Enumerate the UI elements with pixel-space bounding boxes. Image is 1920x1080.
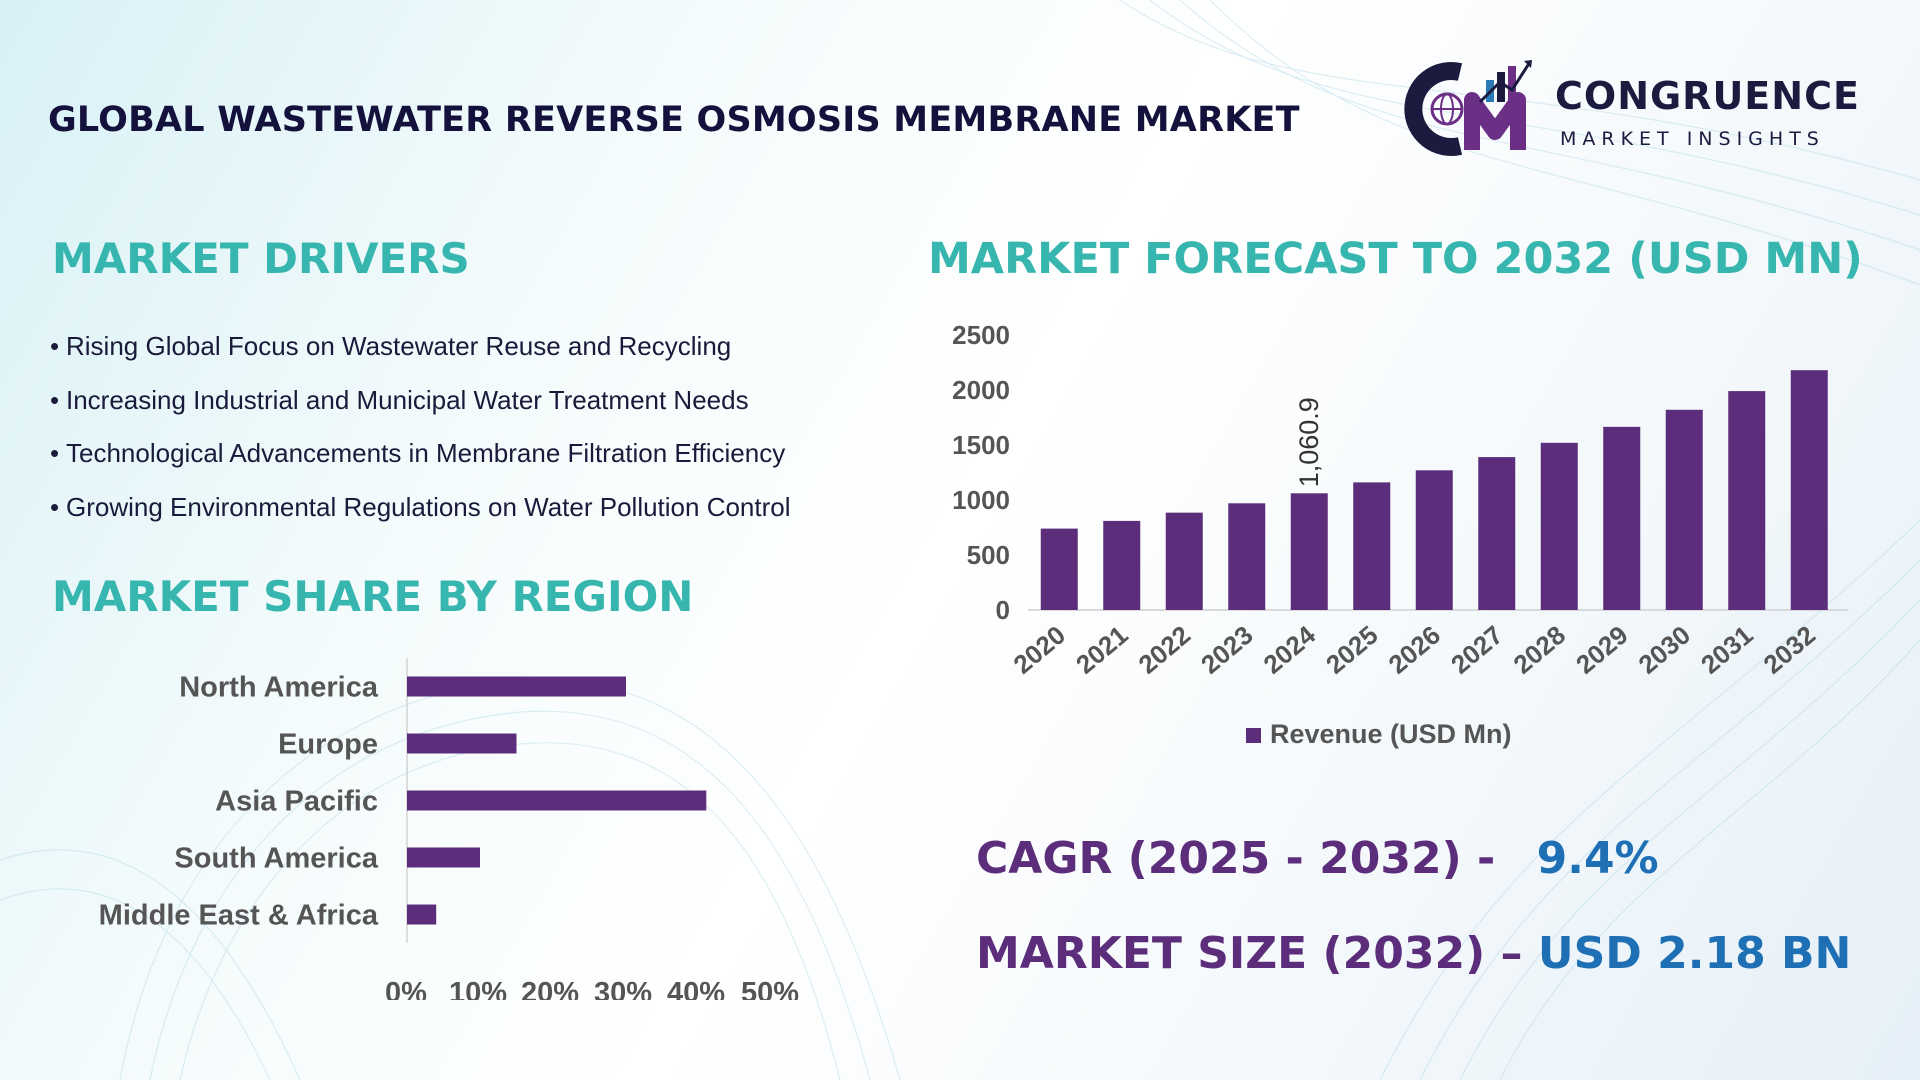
forecast-bar-2024 bbox=[1290, 493, 1328, 610]
x-tick-label: 10% bbox=[449, 977, 507, 1000]
drivers-list: • Rising Global Focus on Wastewater Reuse… bbox=[50, 322, 791, 536]
x-tick-label: 2022 bbox=[1133, 620, 1197, 680]
x-tick-label: 2026 bbox=[1383, 620, 1447, 680]
x-tick-label: 2031 bbox=[1695, 620, 1759, 680]
driver-item: • Technological Advancements in Membrane … bbox=[50, 429, 791, 483]
logo-name: CONGRUENCE bbox=[1555, 74, 1860, 118]
forecast-bar-2032 bbox=[1790, 370, 1828, 610]
bullet-icon: • bbox=[50, 331, 60, 361]
region-title: MARKET SHARE BY REGION bbox=[52, 572, 694, 621]
driver-item: • Increasing Industrial and Municipal Wat… bbox=[50, 376, 791, 430]
x-tick-label: 2027 bbox=[1445, 620, 1509, 680]
brand-logo: CONGRUENCE MARKET INSIGHTS bbox=[1400, 52, 1880, 162]
driver-item: • Rising Global Focus on Wastewater Reuse… bbox=[50, 322, 791, 376]
forecast-bar-2025 bbox=[1353, 482, 1391, 610]
region-bar bbox=[407, 904, 437, 925]
driver-text: Rising Global Focus on Wastewater Reuse … bbox=[66, 331, 732, 361]
x-tick-label: 30% bbox=[594, 977, 652, 1000]
forecast-bar-2023 bbox=[1228, 503, 1266, 610]
logo-subtitle: MARKET INSIGHTS bbox=[1560, 128, 1825, 150]
driver-text: Technological Advancements in Membrane F… bbox=[66, 438, 786, 468]
forecast-bar-2031 bbox=[1728, 391, 1766, 610]
forecast-bar-2029 bbox=[1603, 426, 1641, 610]
page-title: GLOBAL WASTEWATER REVERSE OSMOSIS MEMBRA… bbox=[48, 100, 1300, 140]
forecast-bar-2026 bbox=[1415, 470, 1453, 610]
forecast-bar-chart: 0 500 1000 1500 2000 2500 20202021202220232024… bbox=[952, 320, 1849, 749]
x-tick-label: 2024 bbox=[1258, 619, 1322, 680]
bullet-icon: • bbox=[50, 384, 60, 415]
x-tick-label: 2029 bbox=[1570, 620, 1634, 680]
y-tick-label: 1000 bbox=[952, 485, 1010, 515]
forecast-bar-2028 bbox=[1540, 442, 1578, 610]
y-tick-label: 2500 bbox=[952, 320, 1010, 350]
driver-text: Growing Environmental Regulations on Wat… bbox=[66, 491, 791, 522]
cagr-value: 9.4% bbox=[1536, 833, 1659, 884]
driver-text: Increasing Industrial and Municipal Wate… bbox=[66, 384, 749, 415]
x-tick-label: 50% bbox=[741, 977, 799, 1000]
region-label: Europe bbox=[278, 729, 378, 761]
market-size-value: USD 2.18 BN bbox=[1537, 928, 1852, 979]
x-tick-label: 2028 bbox=[1508, 620, 1572, 680]
region-bar bbox=[407, 847, 480, 868]
region-label: North America bbox=[179, 672, 379, 704]
y-tick-label: 500 bbox=[967, 540, 1010, 570]
forecast-bar-2027 bbox=[1478, 457, 1516, 610]
x-tick-label: 0% bbox=[385, 977, 427, 1000]
y-tick-label: 1500 bbox=[952, 430, 1010, 460]
market-size-label: MARKET SIZE (2032) – bbox=[976, 928, 1523, 979]
x-tick-label: 2032 bbox=[1758, 620, 1822, 680]
driver-item: • Growing Environmental Regulations on Wa… bbox=[50, 483, 791, 537]
market-drivers-title: MARKET DRIVERS bbox=[52, 234, 470, 283]
forecast-title: MARKET FORECAST TO 2032 (USD MN) bbox=[928, 234, 1863, 284]
bullet-icon: • bbox=[50, 491, 60, 522]
logo-mark-icon bbox=[1404, 60, 1532, 156]
region-label: South America bbox=[174, 843, 378, 875]
legend-label: Revenue (USD Mn) bbox=[1270, 719, 1512, 749]
region-label: Asia Pacific bbox=[215, 786, 378, 818]
x-tick-label: 2025 bbox=[1320, 620, 1384, 680]
region-bar bbox=[407, 790, 707, 811]
data-label: 1,060.9 bbox=[1294, 397, 1324, 487]
forecast-bar-2030 bbox=[1665, 409, 1703, 610]
x-tick-label: 2020 bbox=[1008, 620, 1072, 680]
legend-swatch bbox=[1246, 728, 1261, 743]
x-tick-label: 2021 bbox=[1070, 620, 1134, 680]
cagr-label: CAGR (2025 - 2032) - bbox=[976, 833, 1496, 884]
y-tick-label: 2000 bbox=[952, 375, 1010, 405]
forecast-bar-2022 bbox=[1165, 512, 1203, 610]
forecast-bar-2020 bbox=[1040, 528, 1078, 610]
forecast-bar-2021 bbox=[1103, 520, 1141, 610]
x-tick-label: 2023 bbox=[1195, 620, 1259, 680]
y-tick-label: 0 bbox=[996, 595, 1010, 625]
region-label: Middle East & Africa bbox=[99, 900, 379, 932]
x-tick-label: 2030 bbox=[1633, 620, 1697, 680]
x-tick-label: 20% bbox=[521, 977, 579, 1000]
market-size-stat: MARKET SIZE (2032) – USD 2.18 BN bbox=[976, 928, 1851, 979]
bullet-icon: • bbox=[50, 438, 60, 468]
region-bar bbox=[407, 676, 626, 697]
chart-legend: Revenue (USD Mn) bbox=[1246, 719, 1512, 749]
x-tick-label: 40% bbox=[667, 977, 725, 1000]
region-bar bbox=[407, 733, 517, 754]
cagr-stat: CAGR (2025 - 2032) - 9.4% bbox=[976, 833, 1659, 884]
region-bar-chart: North America Europe Asia Pacific South Ame… bbox=[99, 658, 799, 1000]
